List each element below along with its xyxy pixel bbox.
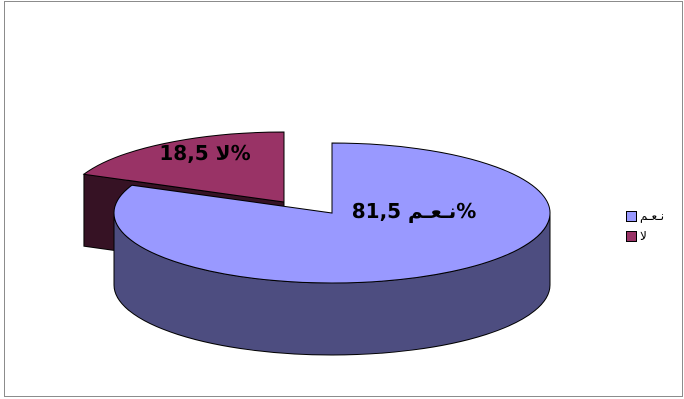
pie-slice-yes bbox=[113, 142, 551, 284]
legend-label-yes: نـعـم bbox=[640, 209, 665, 223]
legend-item-no: لا bbox=[626, 226, 684, 246]
data-label-no: لا 18,5% bbox=[159, 141, 250, 165]
legend-swatch-no bbox=[626, 230, 637, 242]
legend-swatch-yes bbox=[626, 210, 637, 222]
data-label-yes: نـعـم 81,5% bbox=[352, 199, 477, 223]
legend: نـعـم لا bbox=[626, 206, 684, 246]
pie-slice-no bbox=[82, 131, 285, 203]
legend-label-no: لا bbox=[640, 229, 647, 243]
legend-item-yes: نـعـم bbox=[626, 206, 684, 226]
